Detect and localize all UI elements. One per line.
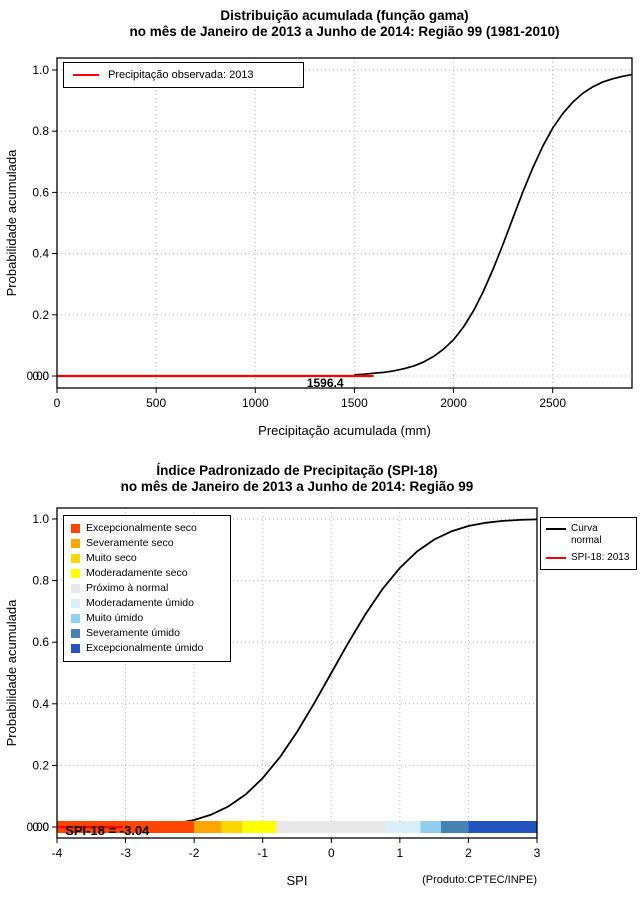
- y-tick-label: 0.6: [32, 185, 49, 199]
- annotation: 0.00: [27, 371, 49, 383]
- y-tick-label: 0.0: [32, 820, 49, 834]
- spi-chart-title: Índice Padronizado de Precipitação (SPI-…: [57, 463, 537, 495]
- colorbar-segment: [420, 821, 441, 833]
- category-label: Excepcionalmente seco: [86, 522, 197, 535]
- gamma-curve: [354, 73, 633, 376]
- gamma-cdf-plot: 0 500 1000 1500 2000 2500 0.0 0.2 0.4 0.6 0.8 1.0 Pr…: [4, 57, 633, 438]
- gamma-cdf-chart: Distribuição acumulada (função gama) no …: [4, 8, 633, 438]
- x-tick-label: 500: [146, 396, 166, 410]
- y-axis-label: Probabilidade acumulada: [4, 149, 19, 296]
- annotation: (Produto:CPTEC/INPE): [422, 874, 537, 886]
- line-legend-item: SPI-18: 2013: [546, 552, 631, 564]
- annotation: 0.00: [27, 822, 49, 834]
- colorbar-segment: [276, 821, 387, 833]
- y-tick-label: 1.0: [32, 512, 49, 526]
- y-tick-label: 0.2: [32, 308, 49, 322]
- annotation: 1596.4: [307, 376, 344, 390]
- x-tick-label: -3: [120, 846, 131, 860]
- spi-category-item: Excepcionalmente seco: [71, 522, 223, 535]
- annotation: SPI-18 = -3.04: [65, 823, 150, 838]
- x-tick-label: 0: [54, 396, 61, 410]
- category-label: Moderadamente úmido: [86, 597, 194, 610]
- colorbar-segment: [194, 821, 222, 833]
- category-label: Severamente seco: [86, 537, 174, 550]
- colorbar-segment: [221, 821, 243, 833]
- category-color-swatch: [71, 643, 80, 653]
- category-label: Severamente úmido: [86, 627, 180, 640]
- x-axis-label: SPI: [287, 873, 308, 888]
- line-legend-label: SPI-18: 2013: [571, 552, 630, 563]
- spi-category-item: Próximo à normal: [71, 582, 223, 595]
- category-color-swatch: [71, 628, 80, 638]
- colorbar-segment: [441, 821, 469, 833]
- x-tick-label: 0: [328, 846, 335, 860]
- category-color-swatch: [71, 598, 80, 608]
- x-axis-label: Precipitação acumulada (mm): [258, 423, 431, 438]
- gamma-chart-title: Distribuição acumulada (função gama) no …: [57, 8, 632, 40]
- x-tick-label: 2500: [539, 396, 566, 410]
- category-label: Moderadamente seco: [86, 567, 188, 580]
- y-tick-label: 0.0: [32, 369, 49, 383]
- line-legend-item: Curva normal: [546, 523, 631, 547]
- category-label: Muito úmido: [86, 612, 144, 625]
- spi-category-item: Severamente seco: [71, 537, 223, 550]
- colorbar-segment: [386, 821, 421, 833]
- gamma-chart-title-line1: Distribuição acumulada (função gama): [220, 8, 469, 23]
- spi-cdf-chart: Índice Padronizado de Precipitação (SPI-…: [0, 455, 640, 900]
- category-label: Excepcionalmente úmido: [86, 642, 204, 655]
- plot-box: [56, 507, 538, 839]
- line-legend-swatch: [546, 528, 566, 530]
- y-tick-label: 0.4: [32, 697, 49, 711]
- spi-category-legend: Excepcionalmente seco Severamente seco Mui…: [63, 515, 231, 662]
- spi-chart-title-line2: no mês de Janeiro de 2013 a Junho de 201…: [120, 479, 474, 494]
- category-color-swatch: [71, 553, 80, 563]
- spi-category-item: Muito úmido: [71, 612, 223, 625]
- plot-box: [56, 57, 633, 389]
- colorbar-segment: [468, 821, 537, 833]
- x-tick-label: 1: [397, 846, 404, 860]
- category-color-swatch: [71, 583, 80, 593]
- x-tick-label: -2: [189, 846, 200, 860]
- category-label: Muito seco: [86, 552, 137, 565]
- spi-category-item: Moderadamente seco: [71, 567, 223, 580]
- spi-category-item: Moderadamente úmido: [71, 597, 223, 610]
- observed-precip-legend-label: Precipitação observada: 2013: [108, 69, 254, 81]
- observed-precip-legend: Precipitação observada: 2013: [63, 62, 304, 88]
- colorbar-segment: [242, 821, 277, 833]
- x-tick-label: -4: [52, 846, 63, 860]
- spi-chart-title-line1: Índice Padronizado de Precipitação (SPI-…: [156, 463, 438, 478]
- category-color-swatch: [71, 538, 80, 548]
- y-tick-label: 0.8: [32, 574, 49, 588]
- x-tick-label: 2000: [440, 396, 467, 410]
- red-line-swatch: [73, 74, 99, 76]
- y-tick-label: 0.4: [32, 247, 49, 261]
- spi-line-legend: Curva normal SPI-18: 2013: [540, 517, 637, 570]
- spi-category-item: Excepcionalmente úmido: [71, 642, 223, 655]
- line-legend-label: Curva normal: [571, 523, 602, 546]
- y-axis-label: Probabilidade acumulada: [4, 599, 19, 746]
- colorbar-segment: [57, 821, 195, 833]
- spi-category-item: Muito seco: [71, 552, 223, 565]
- category-label: Próximo à normal: [86, 582, 169, 595]
- y-tick-label: 0.8: [32, 124, 49, 138]
- x-tick-label: -1: [257, 846, 268, 860]
- gamma-chart-title-line2: no mês de Janeiro de 2013 a Junho de 201…: [129, 24, 560, 39]
- y-tick-label: 0.2: [32, 758, 49, 772]
- category-color-swatch: [71, 568, 80, 578]
- category-color-swatch: [71, 523, 80, 533]
- spi-category-item: Severamente úmido: [71, 627, 223, 640]
- x-tick-label: 2: [465, 846, 472, 860]
- category-color-swatch: [71, 613, 80, 623]
- x-tick-label: 1000: [242, 396, 269, 410]
- x-tick-label: 1500: [341, 396, 368, 410]
- line-legend-swatch: [546, 557, 566, 559]
- y-tick-label: 0.6: [32, 635, 49, 649]
- x-tick-label: 3: [534, 846, 541, 860]
- y-tick-label: 1.0: [32, 63, 49, 77]
